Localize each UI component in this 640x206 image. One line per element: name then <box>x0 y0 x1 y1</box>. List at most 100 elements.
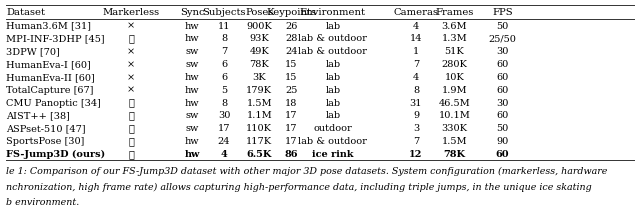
Text: 1.3M: 1.3M <box>442 34 467 43</box>
Text: ×: × <box>127 60 135 69</box>
Text: 78K: 78K <box>250 60 269 69</box>
Text: 60: 60 <box>496 85 509 94</box>
Text: ✓: ✓ <box>128 111 134 120</box>
Text: 60: 60 <box>495 149 509 158</box>
Text: 12: 12 <box>410 149 422 158</box>
Text: hw: hw <box>185 34 199 43</box>
Text: 10.1M: 10.1M <box>438 111 470 120</box>
Text: 4: 4 <box>221 149 227 158</box>
Text: Poses: Poses <box>245 8 273 17</box>
Text: 50: 50 <box>496 124 509 133</box>
Text: 280K: 280K <box>442 60 467 69</box>
Text: 8: 8 <box>221 34 227 43</box>
Text: sw: sw <box>186 60 198 69</box>
Text: sw: sw <box>186 47 198 56</box>
Text: Dataset: Dataset <box>6 8 45 17</box>
Text: 3K: 3K <box>252 73 266 82</box>
Text: ×: × <box>127 47 135 56</box>
Text: CMU Panoptic [34]: CMU Panoptic [34] <box>6 98 101 107</box>
Text: Sync: Sync <box>180 8 204 17</box>
Text: lab: lab <box>325 21 340 30</box>
Text: 31: 31 <box>410 98 422 107</box>
Text: b environment.: b environment. <box>6 197 79 206</box>
Text: le 1: Comparison of our FS-Jump3D dataset with other major 3D pose datasets. Sys: le 1: Comparison of our FS-Jump3D datase… <box>6 166 608 175</box>
Text: 51K: 51K <box>445 47 464 56</box>
Text: sw: sw <box>186 111 198 120</box>
Text: lab: lab <box>325 98 340 107</box>
Text: 30: 30 <box>218 111 230 120</box>
Text: Human3.6M [31]: Human3.6M [31] <box>6 21 92 30</box>
Text: 7: 7 <box>413 136 419 145</box>
Text: 86: 86 <box>284 149 298 158</box>
Text: 30: 30 <box>496 98 509 107</box>
Text: nchronization, high frame rate) allows capturing high-performance data, includin: nchronization, high frame rate) allows c… <box>6 182 592 191</box>
Text: 5: 5 <box>221 85 227 94</box>
Text: 1.9M: 1.9M <box>442 85 467 94</box>
Text: 10K: 10K <box>445 73 464 82</box>
Text: 3: 3 <box>413 124 419 133</box>
Text: 46.5M: 46.5M <box>438 98 470 107</box>
Text: lab & outdoor: lab & outdoor <box>298 47 367 56</box>
Text: ✓: ✓ <box>128 136 134 145</box>
Text: HumanEva-I [60]: HumanEva-I [60] <box>6 60 91 69</box>
Text: ice rink: ice rink <box>312 149 353 158</box>
Text: 93K: 93K <box>250 34 269 43</box>
Text: 11: 11 <box>218 21 230 30</box>
Text: HumanEva-II [60]: HumanEva-II [60] <box>6 73 95 82</box>
Text: 24: 24 <box>285 47 298 56</box>
Text: 60: 60 <box>496 111 509 120</box>
Text: 17: 17 <box>285 124 298 133</box>
Text: SportsPose [30]: SportsPose [30] <box>6 136 84 145</box>
Text: ×: × <box>127 21 135 30</box>
Text: 60: 60 <box>496 60 509 69</box>
Text: ✓: ✓ <box>128 149 134 158</box>
Text: lab & outdoor: lab & outdoor <box>298 136 367 145</box>
Text: lab: lab <box>325 60 340 69</box>
Text: lab & outdoor: lab & outdoor <box>298 34 367 43</box>
Text: Cameras: Cameras <box>394 8 438 17</box>
Text: 110K: 110K <box>246 124 272 133</box>
Text: lab: lab <box>325 85 340 94</box>
Text: 28: 28 <box>285 34 298 43</box>
Text: ×: × <box>127 85 135 94</box>
Text: 6: 6 <box>221 60 227 69</box>
Text: MPI-INF-3DHP [45]: MPI-INF-3DHP [45] <box>6 34 105 43</box>
Text: 179K: 179K <box>246 85 272 94</box>
Text: 15: 15 <box>285 60 298 69</box>
Text: 3.6M: 3.6M <box>442 21 467 30</box>
Text: 1: 1 <box>413 47 419 56</box>
Text: FS-Jump3D (ours): FS-Jump3D (ours) <box>6 149 106 158</box>
Text: 1.5M: 1.5M <box>442 136 467 145</box>
Text: Environment: Environment <box>300 8 366 17</box>
Text: ×: × <box>127 73 135 82</box>
Text: Keypoints: Keypoints <box>266 8 316 17</box>
Text: 25/50: 25/50 <box>488 34 516 43</box>
Text: 14: 14 <box>410 34 422 43</box>
Text: Subjects: Subjects <box>202 8 246 17</box>
Text: 1.5M: 1.5M <box>246 98 272 107</box>
Text: Markerless: Markerless <box>102 8 160 17</box>
Text: ✓: ✓ <box>128 34 134 43</box>
Text: 49K: 49K <box>250 47 269 56</box>
Text: FPS: FPS <box>492 8 513 17</box>
Text: 30: 30 <box>496 47 509 56</box>
Text: 1.1M: 1.1M <box>246 111 272 120</box>
Text: 900K: 900K <box>246 21 272 30</box>
Text: 4: 4 <box>413 73 419 82</box>
Text: TotalCapture [67]: TotalCapture [67] <box>6 85 94 94</box>
Text: 6.5K: 6.5K <box>246 149 272 158</box>
Text: 26: 26 <box>285 21 298 30</box>
Text: 17: 17 <box>285 136 298 145</box>
Text: sw: sw <box>186 124 198 133</box>
Text: 78K: 78K <box>444 149 465 158</box>
Text: 8: 8 <box>221 98 227 107</box>
Text: 90: 90 <box>496 136 509 145</box>
Text: 18: 18 <box>285 98 298 107</box>
Text: 117K: 117K <box>246 136 272 145</box>
Text: AIST++ [38]: AIST++ [38] <box>6 111 70 120</box>
Text: hw: hw <box>185 85 199 94</box>
Text: 50: 50 <box>496 21 509 30</box>
Text: 7: 7 <box>221 47 227 56</box>
Text: 8: 8 <box>413 85 419 94</box>
Text: 17: 17 <box>218 124 230 133</box>
